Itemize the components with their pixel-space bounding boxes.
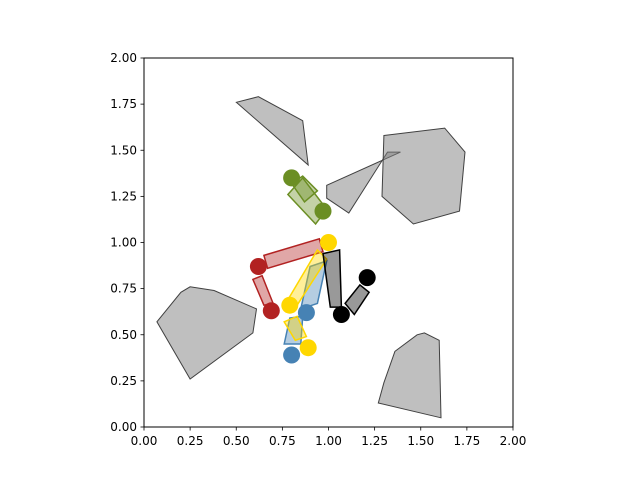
- x-axis: 0.00 0.25 0.50 0.75 1.00 1.25 1.50 1.75 2.00: [131, 427, 527, 448]
- obstacle-obstacle-left: [156, 286, 258, 380]
- obstacle-obstacle-right-large: [381, 127, 466, 225]
- point-green-right: [314, 202, 332, 220]
- y-tick-label: 0.25: [110, 374, 137, 388]
- x-tick-label: 0.50: [223, 434, 250, 448]
- point-black-right: [358, 269, 376, 287]
- marker-points: [249, 169, 376, 364]
- y-tick-label: 0.50: [110, 328, 137, 342]
- y-tick-label: 0.75: [110, 282, 137, 296]
- x-tick-label: 1.75: [454, 434, 481, 448]
- y-tick-label: 1.75: [110, 97, 137, 111]
- rectangle-yellow-lower: [283, 315, 308, 342]
- point-red-left: [249, 258, 267, 275]
- point-yellow-bottom: [299, 339, 317, 357]
- x-tick-label: 1.25: [361, 434, 388, 448]
- obstacle-obstacle-top: [235, 96, 309, 167]
- y-tick-label: 1.00: [110, 236, 137, 250]
- point-red-bottom: [262, 302, 280, 320]
- y-tick-label: 0.00: [110, 420, 137, 434]
- point-blue-bottom: [283, 346, 301, 364]
- x-tick-label: 1.50: [407, 434, 434, 448]
- point-yellow-middle: [281, 296, 299, 314]
- point-black-bottom: [332, 306, 350, 323]
- obstacles: [156, 96, 466, 419]
- rectangle-blue-upper: [299, 259, 328, 311]
- rectangle-black-small: [344, 283, 371, 316]
- x-tick-label: 0.00: [131, 434, 158, 448]
- y-tick-label: 1.25: [110, 189, 137, 203]
- x-tick-label: 0.75: [269, 434, 296, 448]
- obstacle-obstacle-bottom-right: [377, 332, 442, 419]
- x-tick-label: 0.25: [177, 434, 204, 448]
- x-tick-label: 1.00: [315, 434, 342, 448]
- y-tick-label: 1.50: [110, 143, 137, 157]
- point-yellow-top: [320, 234, 337, 251]
- x-tick-label: 2.00: [500, 434, 527, 448]
- y-tick-label: 2.00: [110, 51, 137, 65]
- point-blue-middle: [297, 304, 315, 322]
- point-green-top: [283, 169, 301, 187]
- y-axis: 0.00 0.25 0.50 0.75 1.00 1.25 1.50 1.75 2.00: [110, 51, 144, 434]
